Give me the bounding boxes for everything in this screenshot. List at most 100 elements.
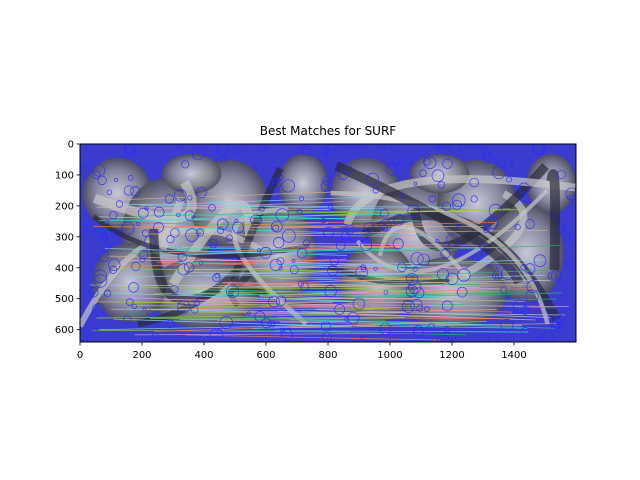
keypoint-marker (533, 254, 547, 267)
keypoint-marker (514, 223, 521, 231)
match-line (245, 226, 484, 228)
keypoint-marker (296, 208, 303, 215)
keypoint-marker (443, 326, 450, 333)
keypoint-marker (108, 258, 121, 272)
match-line (277, 317, 515, 320)
keypoint-marker (355, 265, 368, 279)
match-line (126, 203, 385, 210)
keypoint-marker (442, 202, 451, 212)
keypoint-marker (454, 252, 459, 258)
keypoint-marker (520, 264, 527, 271)
keypoint-marker (405, 272, 419, 286)
keypoint-marker (137, 207, 149, 219)
sculpture-curve (410, 163, 549, 251)
keypoint-marker (327, 144, 337, 152)
keypoint-marker (520, 305, 530, 315)
keypoint-marker (412, 266, 418, 272)
keypoint-marker (139, 256, 146, 263)
keypoint-marker (483, 227, 490, 233)
match-line (259, 287, 511, 296)
keypoint-marker (427, 323, 436, 331)
keypoint-marker (493, 157, 501, 165)
keypoint-marker (470, 195, 478, 203)
keypoint-marker (500, 318, 514, 332)
keypoint-marker (361, 267, 367, 273)
match-line (300, 292, 562, 300)
keypoint-marker (130, 186, 141, 197)
keypoint-marker (271, 220, 283, 233)
keypoint-marker (327, 265, 338, 277)
match-line (114, 268, 353, 272)
keypoint-marker (183, 262, 195, 273)
match-line (117, 190, 362, 201)
keypoint-marker (344, 165, 353, 174)
keypoint-marker (185, 228, 199, 242)
keypoint-marker (379, 208, 389, 218)
keypoint-marker (153, 206, 165, 218)
match-line (196, 310, 456, 318)
y-tick-label: 400 (55, 263, 74, 274)
keypoint-marker (495, 264, 501, 270)
keypoint-marker (177, 300, 191, 314)
keypoint-marker (303, 239, 311, 247)
keypoint-marker (393, 158, 400, 166)
keypoint-marker (352, 297, 366, 310)
keypoint-marker (428, 195, 436, 203)
keypoint-marker (268, 319, 276, 328)
keypoint-marker (550, 317, 562, 329)
y-tick-label: 300 (55, 232, 74, 243)
keypoint-marker (80, 165, 83, 171)
keypoint-marker (187, 195, 193, 201)
keypoint-marker (492, 165, 506, 180)
keypoint-marker (214, 272, 221, 279)
keypoint-marker (457, 268, 471, 282)
keypoint-marker (123, 315, 132, 325)
keypoint-marker (80, 164, 92, 177)
match-line (274, 330, 529, 333)
match-lines (89, 190, 569, 341)
keypoint-marker (124, 144, 136, 155)
keypoint-marker (128, 282, 139, 293)
match-line (124, 269, 362, 278)
match-line (160, 246, 390, 257)
keypoint-marker (455, 223, 460, 228)
match-line (129, 304, 390, 310)
keypoint-marker (106, 243, 112, 249)
keypoint-marker (380, 144, 387, 149)
match-line (300, 244, 560, 255)
y-tick-label: 600 (55, 325, 74, 336)
keypoint-marker (269, 178, 281, 191)
match-line (98, 218, 346, 222)
keypoint-marker (405, 284, 418, 297)
keypoint-marker (416, 304, 424, 312)
keypoint-marker (323, 153, 328, 158)
keypoint-marker (177, 144, 184, 149)
match-line (138, 233, 392, 237)
keypoint-marker (272, 224, 280, 232)
keypoint-marker (500, 286, 508, 294)
match-line (124, 316, 386, 321)
keypoint-marker (234, 219, 239, 223)
match-line (207, 299, 460, 304)
sculpture-curve (546, 169, 560, 271)
match-line (246, 309, 497, 316)
keypoint-marker (423, 156, 437, 170)
keypoint-marker (555, 314, 566, 325)
keypoint-marker (124, 145, 135, 155)
sculpture-shape (161, 153, 222, 194)
keypoint-marker (322, 176, 332, 186)
match-line (158, 213, 420, 222)
keypoint-marker (216, 144, 229, 156)
keypoint-marker (126, 298, 134, 306)
keypoint-marker (142, 306, 147, 311)
keypoint-marker (440, 248, 451, 259)
keypoint-marker (390, 144, 400, 152)
keypoint-marker (131, 303, 138, 310)
keypoint-marker (174, 189, 187, 202)
keypoint-marker (195, 187, 207, 199)
keypoint-marker (469, 177, 479, 188)
keypoint-marker (94, 227, 105, 238)
match-line (186, 311, 448, 318)
match-line (185, 334, 441, 341)
